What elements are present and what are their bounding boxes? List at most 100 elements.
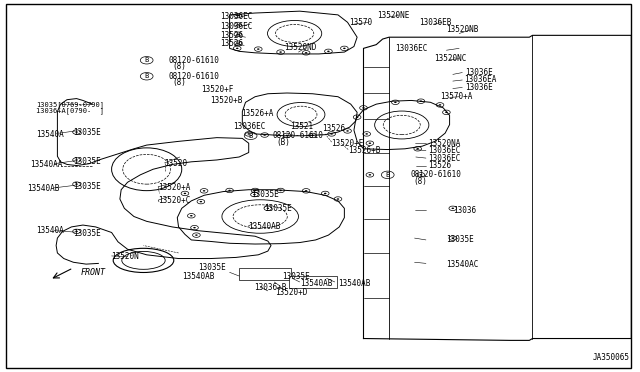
Circle shape	[257, 48, 260, 50]
Text: 13036: 13036	[452, 206, 476, 215]
Circle shape	[420, 174, 422, 176]
Text: 13035[0769-0790]: 13035[0769-0790]	[36, 101, 104, 108]
Circle shape	[362, 107, 365, 109]
Circle shape	[254, 190, 257, 191]
Text: 13540AB: 13540AB	[248, 222, 280, 231]
Circle shape	[190, 215, 193, 217]
Circle shape	[311, 135, 314, 136]
Text: 13526: 13526	[220, 31, 243, 40]
Circle shape	[356, 116, 358, 118]
Circle shape	[76, 159, 78, 161]
FancyBboxPatch shape	[289, 276, 337, 288]
Text: 13520+A: 13520+A	[158, 183, 191, 192]
Circle shape	[305, 190, 307, 192]
Text: 13540AB: 13540AB	[27, 184, 59, 193]
Circle shape	[228, 190, 231, 191]
Circle shape	[285, 135, 288, 136]
Text: 13526+B: 13526+B	[348, 146, 381, 155]
Text: 08120-61610: 08120-61610	[273, 131, 324, 140]
Circle shape	[330, 133, 333, 135]
Circle shape	[445, 112, 447, 113]
Text: 13520NE: 13520NE	[377, 11, 409, 20]
Text: 13036EC: 13036EC	[233, 122, 265, 131]
Text: 13035E: 13035E	[447, 235, 474, 244]
Circle shape	[324, 193, 326, 194]
Text: 13036E: 13036E	[465, 68, 493, 77]
Circle shape	[420, 100, 422, 102]
Text: 13570+A: 13570+A	[440, 92, 472, 101]
Circle shape	[417, 148, 419, 150]
Text: 13036EC: 13036EC	[429, 154, 461, 163]
Circle shape	[365, 133, 368, 135]
Text: 13526: 13526	[220, 39, 243, 48]
Circle shape	[237, 33, 239, 35]
Text: 13035E: 13035E	[282, 272, 310, 280]
Circle shape	[451, 237, 454, 239]
Circle shape	[279, 51, 282, 53]
Text: 13520ND: 13520ND	[284, 43, 316, 52]
Text: 13520+F: 13520+F	[202, 85, 234, 94]
Text: (B): (B)	[276, 138, 290, 147]
Text: 13035E: 13035E	[198, 263, 225, 272]
Text: 08120-61610: 08120-61610	[169, 72, 220, 81]
Text: 13036EB: 13036EB	[420, 18, 452, 27]
Text: 13036EC: 13036EC	[396, 44, 428, 53]
Text: (8): (8)	[172, 78, 186, 87]
Text: (8): (8)	[172, 62, 186, 71]
Text: 13036EA: 13036EA	[464, 76, 497, 84]
Text: 13540AB: 13540AB	[300, 279, 332, 288]
Circle shape	[200, 201, 202, 202]
Circle shape	[253, 194, 256, 195]
Text: 13526: 13526	[429, 161, 452, 170]
Text: 13036EC: 13036EC	[220, 12, 252, 21]
Text: FRONT: FRONT	[81, 268, 106, 277]
Circle shape	[76, 131, 78, 133]
Text: 13035E: 13035E	[74, 182, 101, 190]
Circle shape	[451, 208, 454, 209]
Circle shape	[237, 42, 239, 44]
Text: 13540A: 13540A	[36, 130, 64, 139]
Text: B: B	[145, 73, 149, 79]
Text: 13035E: 13035E	[252, 190, 279, 199]
Text: 13520+E: 13520+E	[332, 139, 364, 148]
Text: 13520NA: 13520NA	[429, 139, 461, 148]
Text: 13035E: 13035E	[74, 128, 101, 137]
Text: 13520NC: 13520NC	[434, 54, 466, 63]
Circle shape	[76, 231, 78, 232]
Text: 13520+D: 13520+D	[275, 288, 308, 297]
Circle shape	[237, 15, 239, 16]
Text: B: B	[248, 133, 253, 139]
Text: B: B	[145, 57, 149, 63]
Circle shape	[203, 190, 205, 192]
Circle shape	[346, 130, 349, 132]
Text: 13540AC: 13540AC	[447, 260, 479, 269]
Circle shape	[195, 234, 198, 236]
Circle shape	[248, 133, 250, 135]
Text: 13036EC: 13036EC	[220, 22, 252, 31]
Circle shape	[439, 104, 442, 106]
Circle shape	[236, 48, 239, 49]
Text: 13540AB: 13540AB	[182, 272, 214, 280]
Text: 13036EC: 13036EC	[429, 146, 461, 155]
Text: 08120-61610: 08120-61610	[410, 170, 461, 179]
Text: 13521: 13521	[290, 122, 314, 131]
Circle shape	[279, 190, 282, 191]
Circle shape	[337, 198, 339, 200]
Text: 13035E: 13035E	[74, 157, 101, 166]
Text: 13520+C: 13520+C	[158, 196, 191, 205]
Circle shape	[193, 227, 196, 228]
FancyBboxPatch shape	[239, 268, 291, 280]
Circle shape	[184, 193, 186, 194]
Text: 13035E: 13035E	[264, 204, 292, 213]
Text: 13520: 13520	[164, 159, 188, 168]
Text: 13036+A[0790-  ]: 13036+A[0790- ]	[36, 107, 104, 114]
Circle shape	[369, 174, 371, 176]
Circle shape	[237, 24, 239, 26]
Text: 13526: 13526	[322, 124, 345, 133]
Circle shape	[305, 52, 307, 54]
Text: (8): (8)	[413, 177, 427, 186]
Circle shape	[394, 102, 397, 103]
Circle shape	[264, 134, 266, 136]
Text: 13520+B: 13520+B	[211, 96, 243, 105]
Text: 08120-61610: 08120-61610	[169, 56, 220, 65]
